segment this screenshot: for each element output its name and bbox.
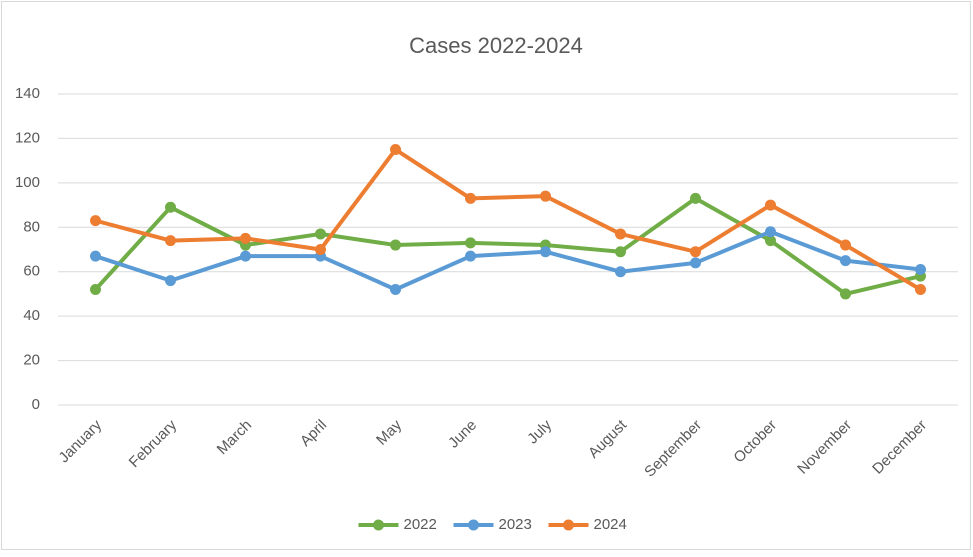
data-point <box>840 255 851 267</box>
legend-label: 2022 <box>404 516 437 533</box>
data-point <box>915 283 926 295</box>
data-point <box>765 235 776 247</box>
data-point <box>690 246 701 258</box>
legend-marker <box>563 519 574 531</box>
data-point <box>90 250 101 262</box>
data-point <box>840 239 851 251</box>
data-point <box>465 250 476 262</box>
data-point <box>240 250 251 262</box>
legend-marker <box>373 519 384 531</box>
legend-marker <box>468 519 479 531</box>
data-point <box>465 237 476 249</box>
y-tick-label: 140 <box>15 85 40 102</box>
y-tick-label: 60 <box>23 263 40 280</box>
data-point <box>690 192 701 204</box>
data-point <box>840 288 851 300</box>
data-point <box>765 199 776 211</box>
data-point <box>765 226 776 238</box>
legend-label: 2024 <box>594 516 627 533</box>
y-tick-label: 120 <box>15 129 40 146</box>
data-point <box>465 192 476 204</box>
data-point <box>915 263 926 275</box>
y-tick-label: 40 <box>23 307 40 324</box>
data-point <box>540 190 551 202</box>
y-tick-label: 100 <box>15 174 40 191</box>
chart-title: Cases 2022-2024 <box>409 33 583 58</box>
y-tick-label: 0 <box>32 396 40 413</box>
data-point <box>315 244 326 255</box>
data-point <box>90 283 101 295</box>
data-point <box>165 201 176 213</box>
data-point <box>390 144 401 156</box>
legend-label: 2023 <box>499 516 532 533</box>
data-point <box>165 235 176 247</box>
series-line <box>93 229 923 292</box>
data-point <box>390 283 401 295</box>
data-point <box>540 246 551 258</box>
data-point <box>240 232 251 244</box>
data-point <box>690 257 701 269</box>
series-line <box>93 147 923 292</box>
data-point <box>165 275 176 287</box>
data-point <box>390 239 401 251</box>
data-point <box>615 228 626 240</box>
y-tick-label: 80 <box>23 218 40 235</box>
data-point <box>90 215 101 227</box>
y-tick-label: 20 <box>23 352 40 369</box>
data-point <box>615 266 626 278</box>
data-point <box>315 228 326 240</box>
data-point <box>615 246 626 258</box>
